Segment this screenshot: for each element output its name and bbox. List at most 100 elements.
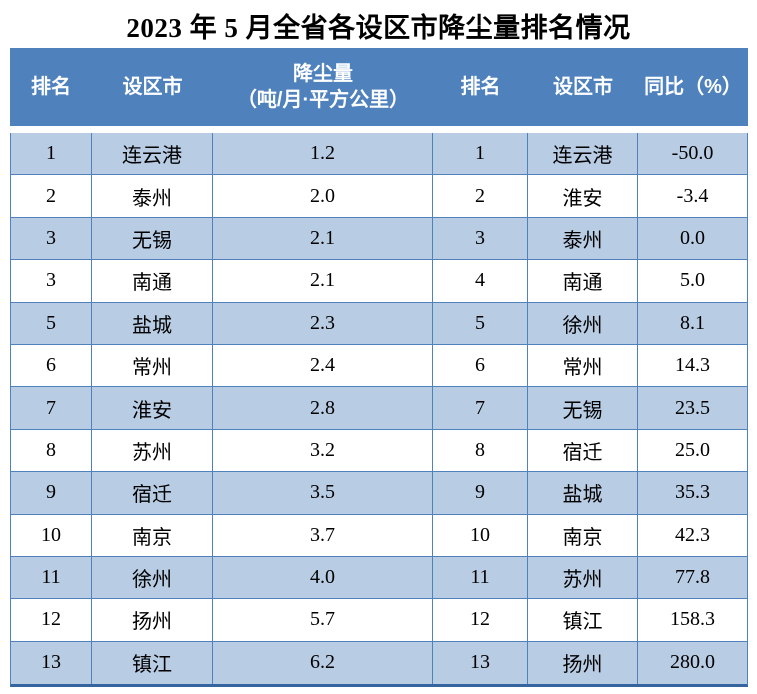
cell-city-right: 苏州 xyxy=(528,556,638,599)
cell-dustfall: 2.3 xyxy=(213,302,433,344)
cell-city-right: 泰州 xyxy=(528,217,638,260)
cell-rank-left: 5 xyxy=(11,302,92,344)
cell-yoy: 35.3 xyxy=(675,481,710,504)
cell-rank-left: 8 xyxy=(11,429,92,472)
cell-city-right: 淮安 xyxy=(528,175,638,217)
table-row: 3 南通 2.1 4 南通 5.0 xyxy=(11,260,747,303)
cell-yoy: -3.4 xyxy=(676,184,709,207)
cell-rank-right: 7 xyxy=(433,387,528,429)
cell-dustfall: 3.7 xyxy=(213,514,433,556)
cell-dustfall: 3.5 xyxy=(213,472,433,514)
header-dustfall-line2: （吨/月·平方公里） xyxy=(236,89,410,111)
cell-rank-left: 6 xyxy=(11,344,92,387)
cell-city-right: 扬州 xyxy=(528,641,638,685)
cell-rank-left: 13 xyxy=(11,641,92,685)
cell-dustfall: 2.0 xyxy=(213,175,433,217)
table-row: 10 南京 3.7 10 南京 42.3 xyxy=(11,514,747,557)
cell-city-left: 扬州 xyxy=(92,599,213,641)
cell-rank-right: 1 xyxy=(433,133,528,175)
header-rank-left: 排名 xyxy=(31,76,71,98)
cell-rank-right: 9 xyxy=(433,472,528,514)
cell-city-right: 无锡 xyxy=(528,387,638,429)
cell-city-left: 宿迁 xyxy=(92,472,213,514)
table-row: 2 泰州 2.0 2 淮安 -3.4 xyxy=(11,175,747,218)
cell-yoy: 5.0 xyxy=(680,269,705,292)
header-yoy: 同比（%） xyxy=(644,76,742,98)
cell-rank-left: 1 xyxy=(11,133,92,175)
table-header: 排名 设区市 降尘量 （吨/月·平方公里） 排名 设区市 同比（%） xyxy=(10,48,748,126)
header-dustfall: 降尘量 （吨/月·平方公里） xyxy=(213,61,433,113)
cell-rank-right: 6 xyxy=(433,344,528,387)
cell-rank-right: 2 xyxy=(433,175,528,217)
cell-yoy: 8.1 xyxy=(680,311,705,334)
cell-city-right: 南京 xyxy=(528,514,638,556)
cell-city-left: 徐州 xyxy=(92,556,213,599)
cell-rank-left: 11 xyxy=(11,556,92,599)
cell-rank-left: 9 xyxy=(11,472,92,514)
cell-rank-left: 10 xyxy=(11,514,92,556)
cell-city-left: 泰州 xyxy=(92,175,213,217)
cell-rank-left: 3 xyxy=(11,217,92,260)
cell-city-left: 无锡 xyxy=(92,217,213,260)
cell-city-left: 盐城 xyxy=(92,302,213,344)
cell-city-right: 镇江 xyxy=(528,599,638,641)
table-body: 1 连云港 1.2 1 连云港 -50.0 2 泰州 2.0 2 淮安 -3.4… xyxy=(10,133,748,688)
table-row: 8 苏州 3.2 8 宿迁 25.0 xyxy=(11,429,747,473)
cell-yoy: 23.5 xyxy=(675,396,710,419)
cell-rank-right: 8 xyxy=(433,429,528,472)
cell-city-left: 淮安 xyxy=(92,387,213,429)
cell-rank-left: 3 xyxy=(11,260,92,302)
table-row: 1 连云港 1.2 1 连云港 -50.0 xyxy=(11,133,747,176)
cell-city-right: 连云港 xyxy=(528,133,638,175)
cell-dustfall: 2.8 xyxy=(213,387,433,429)
cell-rank-right: 4 xyxy=(433,260,528,302)
cell-rank-right: 3 xyxy=(433,217,528,260)
cell-yoy: 77.8 xyxy=(675,566,710,589)
cell-dustfall: 3.2 xyxy=(213,429,433,472)
cell-yoy: 158.3 xyxy=(670,608,715,631)
header-rank-right: 排名 xyxy=(460,76,501,98)
table-row: 9 宿迁 3.5 9 盐城 35.3 xyxy=(11,472,747,515)
cell-dustfall: 5.7 xyxy=(213,599,433,641)
cell-rank-left: 12 xyxy=(11,599,92,641)
cell-city-right: 常州 xyxy=(528,344,638,387)
cell-dustfall: 4.0 xyxy=(213,556,433,599)
header-dustfall-line1: 降尘量 xyxy=(293,63,353,85)
cell-yoy: 0.0 xyxy=(680,226,705,249)
header-city-right: 设区市 xyxy=(553,76,613,98)
cell-yoy: 42.3 xyxy=(675,523,710,546)
cell-city-right: 南通 xyxy=(528,260,638,302)
cell-city-left: 常州 xyxy=(92,344,213,387)
cell-dustfall: 2.1 xyxy=(213,260,433,302)
ranking-table: 排名 设区市 降尘量 （吨/月·平方公里） 排名 设区市 同比（%） 1 连云港… xyxy=(10,48,748,688)
cell-rank-right: 10 xyxy=(433,514,528,556)
cell-rank-right: 5 xyxy=(433,302,528,344)
cell-yoy: -50.0 xyxy=(671,142,714,165)
table-row: 6 常州 2.4 6 常州 14.3 xyxy=(11,344,747,388)
cell-rank-left: 7 xyxy=(11,387,92,429)
cell-dustfall: 6.2 xyxy=(213,641,433,685)
cell-city-left: 苏州 xyxy=(92,429,213,472)
cell-city-right: 盐城 xyxy=(528,472,638,514)
cell-dustfall: 2.4 xyxy=(213,344,433,387)
cell-rank-right: 11 xyxy=(433,556,528,599)
table-row: 11 徐州 4.0 11 苏州 77.8 xyxy=(11,556,747,600)
cell-city-right: 徐州 xyxy=(528,302,638,344)
cell-city-left: 南京 xyxy=(92,514,213,556)
cell-yoy: 14.3 xyxy=(675,354,710,377)
cell-city-right: 宿迁 xyxy=(528,429,638,472)
cell-yoy: 280.0 xyxy=(670,651,715,674)
table-row: 7 淮安 2.8 7 无锡 23.5 xyxy=(11,387,747,430)
cell-dustfall: 2.1 xyxy=(213,217,433,260)
cell-city-left: 连云港 xyxy=(92,133,213,175)
cell-city-left: 南通 xyxy=(92,260,213,302)
table-row: 5 盐城 2.3 5 徐州 8.1 xyxy=(11,302,747,345)
table-row: 13 镇江 6.2 13 扬州 280.0 xyxy=(11,641,747,685)
table-row: 3 无锡 2.1 3 泰州 0.0 xyxy=(11,217,747,261)
cell-yoy: 25.0 xyxy=(675,438,710,461)
cell-rank-right: 12 xyxy=(433,599,528,641)
header-city-left: 设区市 xyxy=(122,76,183,98)
cell-rank-right: 13 xyxy=(433,641,528,685)
cell-rank-left: 2 xyxy=(11,175,92,217)
